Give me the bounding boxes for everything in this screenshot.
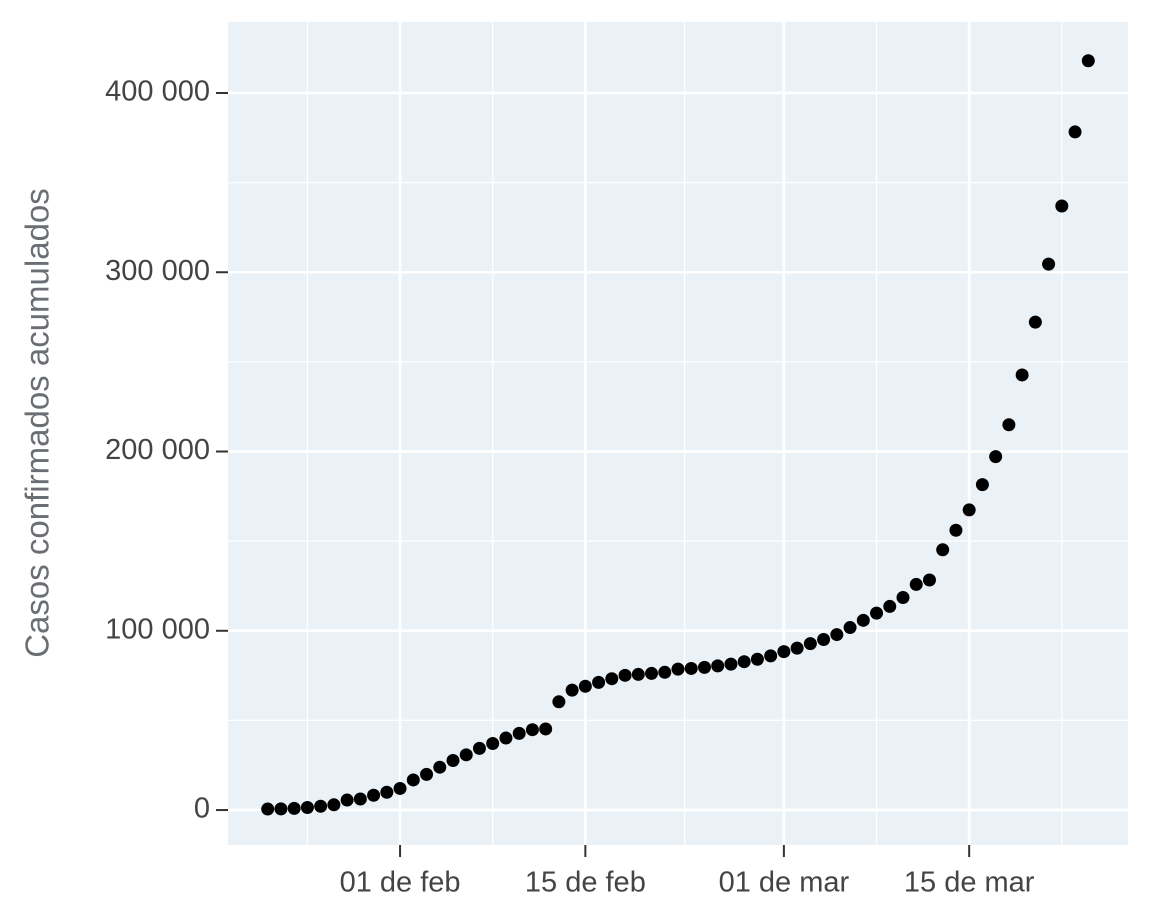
point [565, 683, 579, 697]
point [803, 637, 817, 651]
point [300, 800, 314, 814]
point [830, 628, 844, 642]
point [962, 503, 976, 517]
point [314, 799, 328, 813]
point [790, 641, 804, 655]
point [406, 773, 420, 787]
point [393, 781, 407, 795]
point [1002, 418, 1016, 432]
point [525, 723, 539, 737]
point [1042, 257, 1056, 271]
point [1055, 199, 1069, 213]
y-tick-label: 400 000 [105, 76, 210, 108]
y-tick-label: 0 [194, 793, 210, 825]
point [764, 649, 778, 663]
point [420, 767, 434, 781]
point [274, 802, 288, 816]
point [459, 748, 473, 762]
point [1015, 368, 1029, 382]
point [843, 621, 857, 635]
point [512, 726, 526, 740]
point [1068, 125, 1082, 139]
point [856, 613, 870, 627]
point [817, 633, 831, 647]
x-tick-label: 15 de mar [904, 867, 1035, 899]
y-tick-label: 100 000 [105, 613, 210, 645]
point [975, 478, 989, 492]
y-axis-title: Casos confirmados acumulados [19, 188, 56, 658]
point [737, 655, 751, 669]
point [989, 450, 1003, 464]
point [327, 798, 341, 812]
point [697, 660, 711, 674]
x-tick-label: 01 de mar [719, 867, 850, 899]
point [472, 741, 486, 755]
point [777, 645, 791, 659]
point [645, 666, 659, 680]
point [684, 661, 698, 675]
point [340, 793, 354, 807]
point [936, 543, 950, 557]
point [605, 672, 619, 686]
point [658, 665, 672, 679]
point [380, 785, 394, 799]
point [671, 662, 685, 676]
point [909, 577, 923, 591]
point [552, 695, 566, 709]
point [353, 792, 367, 806]
point [870, 606, 884, 620]
point [287, 801, 301, 815]
point [261, 802, 275, 816]
point [446, 753, 460, 767]
point [367, 788, 381, 802]
point [618, 668, 632, 682]
point [896, 590, 910, 604]
point [539, 722, 553, 736]
point [922, 573, 936, 587]
point [883, 599, 897, 613]
x-tick-label: 01 de feb [340, 867, 461, 899]
y-tick-label: 200 000 [105, 434, 210, 466]
point [486, 736, 500, 750]
point [433, 760, 447, 774]
point [711, 659, 725, 673]
x-tick-label: 15 de feb [525, 867, 646, 899]
plot-panel [228, 22, 1128, 845]
point [499, 731, 513, 745]
point [949, 523, 963, 537]
y-tick-label: 300 000 [105, 255, 210, 287]
point [592, 675, 606, 689]
point [578, 679, 592, 693]
point [1081, 54, 1095, 68]
point [724, 657, 738, 671]
point [750, 652, 764, 666]
point [631, 667, 645, 681]
point [1028, 315, 1042, 329]
